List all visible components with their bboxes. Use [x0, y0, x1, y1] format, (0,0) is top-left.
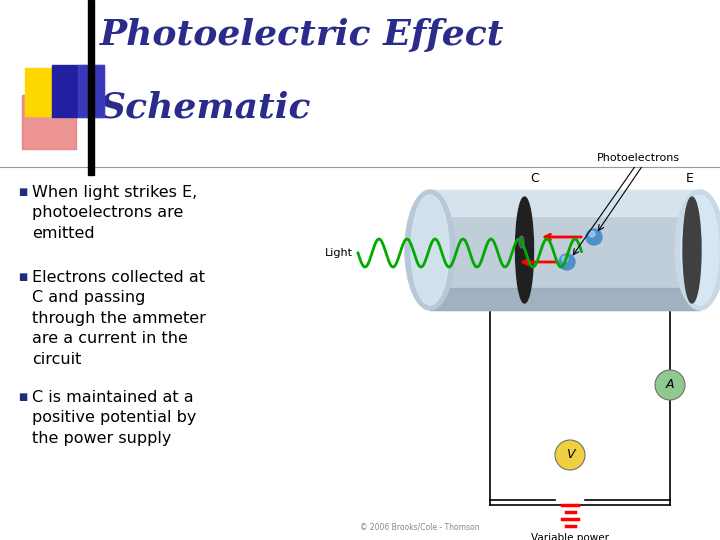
Text: ■: ■ [18, 272, 27, 282]
Text: Photoelectric Effect: Photoelectric Effect [100, 18, 505, 52]
Text: Schematic: Schematic [100, 90, 312, 124]
Circle shape [559, 254, 575, 270]
Bar [25, 68, 73, 116]
Ellipse shape [675, 190, 720, 310]
Circle shape [586, 229, 602, 245]
Circle shape [555, 440, 585, 470]
Ellipse shape [519, 236, 524, 248]
Bar [22, 95, 76, 149]
Bar [430, 288, 700, 310]
Text: C: C [530, 172, 539, 185]
Text: Light: Light [325, 248, 353, 258]
Bar [430, 190, 700, 217]
Text: C is maintained at a
positive potential by
the power supply: C is maintained at a positive potential … [32, 390, 197, 446]
Text: © 2006 Brooks/Cole - Thomson: © 2006 Brooks/Cole - Thomson [360, 523, 480, 532]
Circle shape [562, 256, 568, 262]
Text: ■: ■ [18, 392, 27, 402]
Bar [430, 190, 700, 310]
Ellipse shape [405, 190, 455, 310]
Text: V: V [566, 449, 575, 462]
Ellipse shape [681, 195, 719, 305]
Ellipse shape [516, 197, 534, 303]
Ellipse shape [411, 195, 449, 305]
Bar [88, 0, 94, 175]
Text: ■: ■ [18, 187, 27, 197]
Text: A: A [666, 379, 674, 392]
Circle shape [655, 370, 685, 400]
Text: Electrons collected at
C and passing
through the ammeter
are a current in the
ci: Electrons collected at C and passing thr… [32, 270, 206, 367]
Bar [78, 65, 104, 117]
Bar [52, 65, 104, 117]
Text: When light strikes E,
photoelectrons are
emitted: When light strikes E, photoelectrons are… [32, 185, 197, 241]
Text: E: E [686, 172, 694, 185]
Text: Variable power
supply: Variable power supply [531, 533, 609, 540]
Circle shape [589, 231, 595, 237]
Ellipse shape [683, 197, 701, 303]
Text: Photoelectrons: Photoelectrons [596, 153, 680, 163]
